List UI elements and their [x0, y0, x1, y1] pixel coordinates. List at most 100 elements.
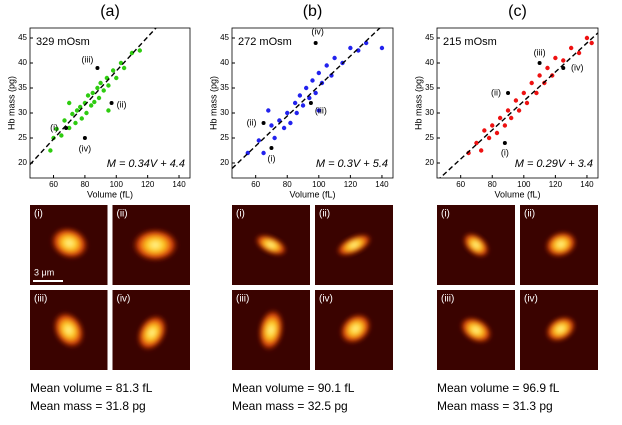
point — [486, 135, 492, 141]
scale-bar-label: 3 μm — [34, 267, 54, 277]
point — [88, 103, 94, 108]
x-tick-label: 140 — [580, 180, 594, 189]
panel-title: (c) — [508, 3, 527, 20]
annotated-point — [313, 41, 318, 45]
image-label: (ii) — [319, 209, 330, 220]
panel-title: (b) — [303, 3, 323, 20]
cell-image — [462, 232, 490, 258]
x-tick-label: 80 — [80, 180, 89, 189]
mean-mass: Mean mass = 31.3 pg — [437, 399, 553, 413]
x-tick-label: 120 — [549, 180, 563, 189]
axes-frame — [436, 27, 599, 179]
y-axis-label: Hb mass (pg) — [208, 76, 218, 130]
point — [106, 108, 111, 113]
point — [300, 103, 306, 108]
point — [292, 100, 298, 106]
image-label: (iii) — [441, 294, 454, 305]
annotated-point — [506, 91, 511, 95]
point — [534, 90, 539, 96]
y-tick-label: 20 — [18, 158, 27, 167]
y-tick-label: 25 — [425, 133, 434, 142]
mean-mass: Mean mass = 32.5 pg — [232, 399, 348, 413]
point — [568, 45, 574, 51]
point — [96, 95, 102, 101]
point — [513, 98, 519, 103]
annotated-point — [109, 101, 114, 105]
point — [261, 150, 266, 156]
point — [281, 125, 287, 131]
point — [95, 85, 100, 91]
x-tick-label: 100 — [110, 180, 124, 189]
point — [90, 90, 95, 96]
point — [59, 133, 64, 138]
image-label: (ii) — [117, 209, 128, 220]
y-tick-label: 35 — [220, 83, 229, 92]
y-tick-label: 30 — [220, 108, 229, 117]
y-tick-label: 20 — [220, 158, 229, 167]
point — [316, 108, 322, 113]
point — [121, 65, 127, 71]
annotated-point — [308, 101, 313, 105]
cell-image — [257, 308, 285, 352]
annotation-label: (iii) — [315, 105, 327, 115]
y-tick-label: 40 — [18, 58, 27, 67]
condition-label: 272 mOsm — [238, 36, 292, 48]
y-tick-label: 35 — [425, 83, 434, 92]
annotation-label: (ii) — [117, 99, 127, 109]
point — [561, 58, 566, 63]
cell-image — [254, 233, 288, 257]
x-tick-label: 120 — [344, 180, 358, 189]
point — [537, 73, 542, 78]
point — [508, 115, 514, 121]
point — [516, 108, 522, 113]
point — [524, 100, 530, 106]
x-tick-label: 80 — [283, 180, 292, 189]
annotation-label: (i) — [267, 153, 275, 163]
annotation-label: (iii) — [81, 54, 93, 64]
point — [285, 110, 290, 116]
mean-volume: Mean volume = 81.3 fL — [30, 381, 153, 395]
image-label: (iv) — [319, 294, 333, 305]
x-tick-label: 100 — [517, 180, 531, 189]
point — [297, 93, 303, 98]
annotation-label: (iii) — [534, 47, 546, 57]
point — [106, 83, 111, 88]
x-tick-label: 60 — [49, 180, 58, 189]
point — [266, 108, 271, 113]
x-tick-label: 140 — [172, 180, 186, 189]
point — [310, 78, 315, 83]
point — [98, 80, 103, 86]
cell-image — [131, 228, 180, 262]
x-axis-label: Volume (fL) — [87, 189, 133, 199]
x-tick-label: 140 — [375, 180, 389, 189]
point — [294, 110, 299, 116]
annotated-point — [537, 61, 542, 65]
x-axis-label: Volume (fL) — [494, 189, 540, 199]
annotated-point — [64, 126, 69, 130]
y-tick-label: 30 — [18, 108, 27, 117]
point — [67, 100, 72, 106]
annotation-label: (i) — [50, 122, 58, 132]
point — [67, 125, 72, 131]
point — [589, 40, 594, 46]
fit-equation: M = 0.3V + 5.4 — [316, 158, 388, 170]
image-label: (iii) — [34, 294, 47, 305]
image-label: (iv) — [524, 294, 538, 305]
fit-equation: M = 0.34V + 4.4 — [107, 158, 185, 170]
point — [92, 99, 97, 105]
point — [584, 35, 590, 41]
annotation-label: (iv) — [79, 143, 92, 153]
y-tick-label: 40 — [220, 58, 229, 67]
annotated-point — [82, 136, 87, 140]
condition-label: 215 mOsm — [443, 36, 497, 48]
y-tick-label: 45 — [425, 33, 434, 42]
y-tick-label: 30 — [425, 108, 434, 117]
annotation-label: (iv) — [311, 26, 324, 36]
point — [379, 45, 385, 51]
y-tick-label: 25 — [220, 133, 229, 142]
annotated-point — [561, 66, 566, 70]
annotation-label: (ii) — [491, 87, 501, 97]
point — [74, 108, 80, 113]
point — [313, 90, 318, 96]
point — [73, 120, 78, 126]
